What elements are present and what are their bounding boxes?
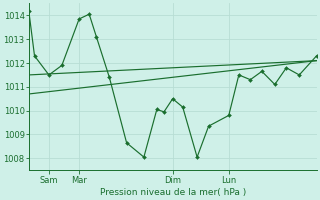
X-axis label: Pression niveau de la mer( hPa ): Pression niveau de la mer( hPa ) [100,188,246,197]
